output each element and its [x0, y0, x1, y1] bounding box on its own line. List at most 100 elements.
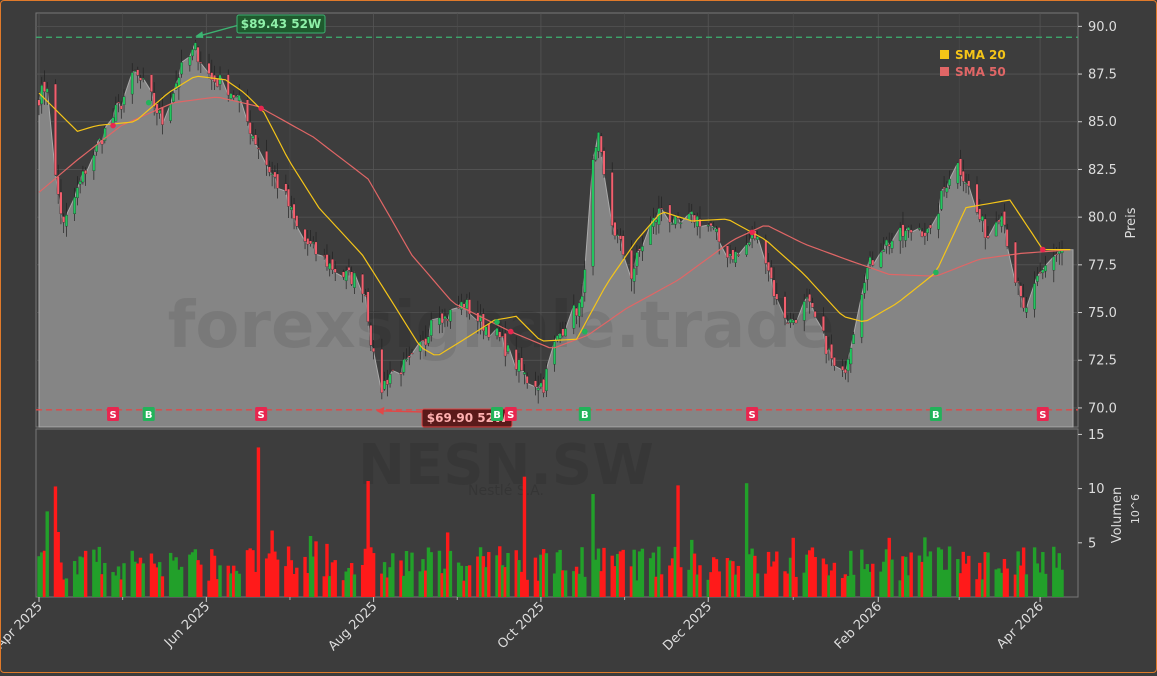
volume-bar [253, 571, 258, 597]
volume-bar [599, 571, 603, 597]
volume-bar [445, 532, 450, 597]
candle-body [152, 92, 156, 107]
candle-body [978, 208, 982, 220]
candle-body [909, 229, 913, 233]
candle-body [424, 338, 428, 346]
candle-body [619, 235, 622, 240]
volume-bar [193, 549, 198, 597]
volume-bar [917, 555, 922, 597]
candle-body [1014, 241, 1017, 283]
volume-bar [1013, 574, 1018, 597]
volume-bar [572, 571, 576, 597]
candle-body [487, 323, 491, 338]
volume-bar [256, 447, 261, 597]
candle-body [690, 211, 694, 215]
volume-bar [349, 563, 354, 597]
volume-bar [668, 565, 672, 597]
signal-badge [929, 407, 942, 421]
volume-bar [514, 550, 518, 597]
company-watermark: Nestlé S.A. [468, 483, 544, 499]
candle-body [1019, 285, 1023, 297]
volume-bar [157, 562, 162, 597]
price-tick-label: 85.0 [1088, 115, 1117, 130]
price-axis: 90.0 87.5 85.0 82.5 80.0 77.5 75.0 72.5 70.0 [1078, 20, 1117, 416]
candle-body [693, 214, 696, 223]
ticker-watermark: NESN.SW [358, 433, 654, 498]
volume-bar [1016, 551, 1020, 597]
volume-bar [947, 546, 952, 597]
52w-levels: $89.43 52W $69.90 52W [36, 14, 1078, 428]
volume-bar [637, 551, 642, 597]
candle-body [986, 235, 990, 238]
candle-body [789, 319, 792, 323]
volume-bar [728, 560, 732, 597]
volume-bar [824, 564, 828, 597]
signal-dot [110, 122, 116, 129]
candle-body [948, 179, 951, 186]
high-52w-arrow [198, 24, 240, 37]
candle-body [65, 214, 68, 227]
volume-bar [775, 551, 779, 597]
candle-body [750, 234, 754, 239]
candle-body [314, 241, 318, 255]
volume-bar [769, 566, 774, 597]
volume-bar [481, 556, 486, 597]
volume-bar [906, 575, 911, 597]
volume-bar [133, 561, 137, 597]
candle-body [81, 171, 85, 183]
candle-body [119, 105, 123, 110]
volume-bar [284, 566, 288, 597]
candle-body [457, 306, 460, 309]
candle-body [196, 46, 200, 63]
volume-bar [210, 549, 214, 597]
volume-bar [380, 573, 384, 597]
volume-bar [81, 557, 85, 597]
volume-bar [226, 565, 230, 597]
volume-bar [360, 564, 365, 597]
volume-bar [119, 579, 123, 597]
candle-body [657, 208, 661, 225]
candle-body [410, 352, 414, 355]
volume-bar [248, 548, 252, 597]
candle-body [1033, 283, 1036, 310]
volume-bar [651, 552, 656, 597]
candle-body [649, 224, 652, 245]
candle-body [122, 96, 126, 105]
volume-bar [610, 555, 614, 597]
candle-body [660, 207, 663, 210]
candle-body [898, 227, 902, 242]
candle-body [923, 232, 927, 237]
candle-body [709, 223, 713, 226]
price-tick-label: 80.0 [1088, 211, 1117, 226]
volume-bar [517, 560, 521, 597]
volume-bar [215, 579, 219, 597]
volume-bar [177, 569, 181, 597]
signal-dot [258, 105, 264, 112]
volume-bar [999, 572, 1004, 597]
volume-bar [766, 551, 771, 597]
candle-body [882, 249, 886, 252]
volume-bar [717, 571, 721, 597]
candle-body [907, 227, 910, 231]
volume-bar [141, 563, 145, 597]
candle-body [407, 355, 411, 358]
volume-bar [155, 567, 159, 597]
volume-bar [772, 561, 776, 597]
volume-bar [920, 561, 924, 597]
candle-body [462, 303, 466, 308]
candle-body [786, 322, 790, 324]
volume-bar [621, 549, 625, 597]
volume-bar [673, 546, 678, 597]
candle-body [802, 301, 806, 321]
volume-bar [753, 555, 757, 597]
candle-body [1044, 265, 1047, 272]
candle-body [717, 227, 721, 243]
candle-body [961, 171, 965, 182]
candle-body [270, 173, 274, 175]
volume-bar [311, 556, 315, 597]
volume-bar [843, 574, 848, 597]
candle-body [498, 331, 502, 338]
volume-bar [495, 555, 499, 597]
candle-body [331, 259, 334, 270]
volume-bar [802, 572, 806, 597]
